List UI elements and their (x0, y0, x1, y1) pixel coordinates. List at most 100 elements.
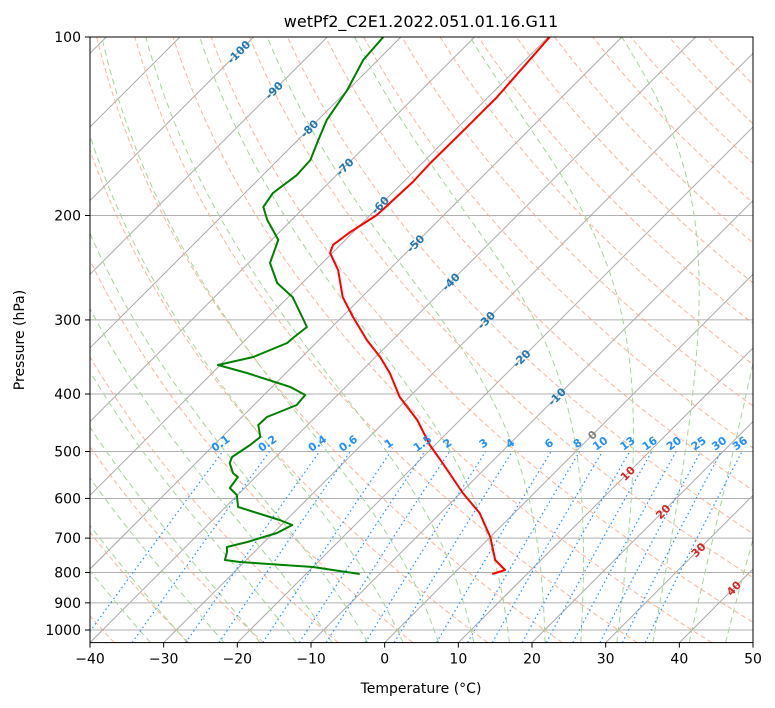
isotherm-30 (605, 494, 753, 643)
dry-adiabat-40 (172, 37, 712, 643)
moist-adiabat--25 (90, 477, 225, 643)
moist-adiabat-35 (621, 37, 700, 643)
moist-adiabat-10 (145, 37, 475, 643)
mixing-ratio-line (466, 451, 581, 643)
x-tick-label: 20 (523, 652, 541, 668)
isotherm--50 (90, 37, 623, 570)
x-tick-label: −10 (296, 652, 326, 668)
temperature-line (329, 37, 551, 575)
x-tick-label: 0 (380, 652, 389, 668)
mixing-ratio-line (364, 451, 487, 643)
mixing-ratio-line (572, 451, 677, 643)
x-tick-label: 10 (449, 652, 467, 668)
moist-adiabat-45 (725, 537, 753, 643)
mixing-ratio-label: 30 (709, 434, 729, 454)
dry-adiabat-170 (668, 37, 753, 125)
y-tick-label: 600 (54, 491, 81, 507)
dry-adiabat-110 (439, 37, 753, 366)
mixing-ratio-line (298, 451, 426, 643)
isotherm-20 (531, 420, 753, 643)
moist-adiabat-20 (266, 37, 546, 643)
dry-adiabat-180 (706, 37, 753, 86)
mixing-ratio-label: 8 (571, 436, 585, 451)
y-tick-label: 700 (54, 531, 81, 547)
dry-adiabat-30 (134, 37, 638, 643)
mixing-ratio-line (325, 451, 451, 643)
moist-adiabat-40 (688, 360, 753, 643)
isotherm-label: -100 (225, 38, 254, 67)
moist-adiabat--10 (90, 307, 333, 643)
mixing-ratio-line (545, 451, 653, 643)
y-tick-label: 400 (54, 387, 81, 403)
moist-adiabat-30 (469, 37, 634, 643)
dry-adiabat-150 (592, 37, 753, 204)
plot-frame (89, 36, 754, 644)
dry-adiabat-0 (90, 259, 414, 643)
mixing-ratio-line (262, 451, 392, 643)
y-tick-label: 900 (54, 596, 81, 612)
mixing-ratio-line (185, 451, 320, 643)
moist-adiabat-15 (199, 37, 510, 643)
dry-adiabat--30 (90, 531, 190, 643)
dry-adiabat--10 (90, 355, 339, 643)
dry-adiabat-10 (90, 149, 488, 643)
mixing-ratio-line (435, 451, 552, 643)
dry-adiabat-80 (325, 37, 753, 492)
x-tick-label: −20 (223, 652, 253, 668)
dry-adiabat--20 (90, 445, 264, 643)
y-axis-label: Pressure (hPa) (12, 290, 28, 390)
isotherm--20 (237, 126, 753, 643)
mixing-ratio-line (599, 451, 702, 643)
isotherm--100 (90, 37, 254, 202)
x-axis-label: Temperature (°C) (360, 681, 482, 697)
dewpoint-line (217, 37, 385, 575)
x-tick-label: −30 (149, 652, 179, 668)
isotherm-label: -70 (333, 155, 356, 178)
data-series (217, 37, 551, 575)
y-tick-label: 500 (54, 444, 81, 460)
mixing-ratio-label: 13 (618, 434, 638, 453)
dry-adiabat-60 (248, 37, 753, 579)
y-tick-label: 800 (54, 566, 81, 582)
dry-adiabat-20 (96, 37, 563, 643)
mixing-ratio-label: 36 (730, 434, 750, 454)
dry-adiabat-100 (401, 37, 753, 407)
mixing-ratio-line (218, 451, 351, 643)
y-tick-label: 100 (54, 30, 81, 46)
background-lines (90, 37, 753, 643)
moist-adiabat--20 (90, 426, 261, 643)
isotherm--30 (163, 52, 753, 643)
isotherm--80 (90, 37, 402, 349)
isotherm--40 (90, 37, 696, 643)
isotherm-10 (458, 347, 753, 643)
axes: −40 −30 −20 −10 0 10 20 30 40 50 100 200 300 400 500 60… (45, 30, 762, 668)
isotherm-0 (384, 273, 753, 643)
dry-adiabat-140 (554, 37, 753, 244)
y-tick-label: 300 (54, 313, 81, 329)
moist-adiabat-0 (90, 134, 404, 643)
isotherm-50 (752, 641, 753, 643)
chart-title: wetPf2_C2E1.2022.051.01.16.G11 (284, 12, 558, 32)
moist-adiabat--15 (90, 370, 297, 643)
mixing-ratio-label: 16 (640, 434, 660, 454)
x-tick-label: 30 (597, 652, 615, 668)
dry-adiabat-90 (363, 37, 753, 449)
mixing-ratio-label: 20 (664, 434, 684, 454)
moist-adiabat--30 (90, 524, 188, 643)
dry-adiabat-50 (210, 37, 753, 623)
mixing-ratio-label: 2 (441, 436, 455, 451)
moist-adiabat-5 (101, 37, 439, 643)
mixing-ratio-line (393, 451, 513, 643)
moist-adiabat-25 (354, 37, 584, 643)
mixing-ratio-label: 25 (689, 434, 709, 453)
dry-adiabat-130 (515, 37, 753, 284)
mixing-ratio-label: 3 (477, 436, 491, 451)
mixing-ratio-label: 6 (542, 436, 556, 451)
x-tick-label: 40 (670, 652, 688, 668)
isotherm--90 (90, 37, 328, 276)
mixing-ratio-line (621, 451, 722, 643)
mixing-ratio-line (90, 451, 224, 633)
y-tick-label: 200 (54, 209, 81, 225)
isotherm--60 (90, 37, 549, 497)
